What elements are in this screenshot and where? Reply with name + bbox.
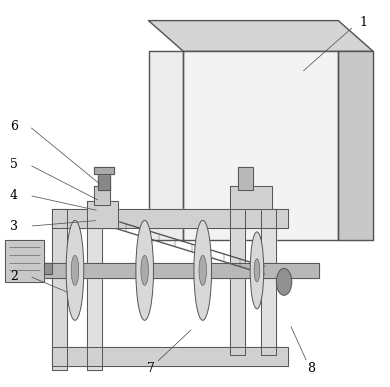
Ellipse shape bbox=[199, 255, 207, 285]
Ellipse shape bbox=[136, 220, 154, 320]
Polygon shape bbox=[98, 170, 110, 190]
Polygon shape bbox=[52, 347, 288, 366]
Polygon shape bbox=[5, 240, 44, 282]
Ellipse shape bbox=[141, 255, 149, 285]
Polygon shape bbox=[52, 209, 288, 228]
Text: 4: 4 bbox=[10, 189, 18, 202]
Polygon shape bbox=[52, 209, 67, 370]
Polygon shape bbox=[87, 201, 117, 228]
Ellipse shape bbox=[250, 232, 264, 309]
Polygon shape bbox=[94, 167, 113, 174]
Polygon shape bbox=[230, 186, 273, 209]
Polygon shape bbox=[87, 209, 102, 370]
Ellipse shape bbox=[66, 220, 84, 320]
Polygon shape bbox=[149, 21, 373, 51]
Polygon shape bbox=[44, 263, 52, 274]
Polygon shape bbox=[183, 51, 338, 240]
Text: 2: 2 bbox=[10, 270, 18, 283]
Text: 8: 8 bbox=[307, 362, 315, 375]
Text: 3: 3 bbox=[10, 220, 18, 233]
Polygon shape bbox=[28, 263, 319, 278]
Polygon shape bbox=[230, 209, 245, 355]
Ellipse shape bbox=[254, 259, 260, 282]
Ellipse shape bbox=[194, 220, 211, 320]
Polygon shape bbox=[238, 167, 253, 190]
Polygon shape bbox=[338, 51, 373, 240]
Polygon shape bbox=[149, 51, 183, 240]
Text: 1: 1 bbox=[360, 16, 367, 29]
Text: 6: 6 bbox=[10, 120, 18, 133]
Ellipse shape bbox=[71, 255, 79, 285]
Ellipse shape bbox=[277, 269, 292, 295]
Text: 7: 7 bbox=[147, 362, 154, 375]
Polygon shape bbox=[94, 186, 110, 205]
Text: 5: 5 bbox=[10, 158, 18, 171]
Polygon shape bbox=[261, 209, 277, 355]
